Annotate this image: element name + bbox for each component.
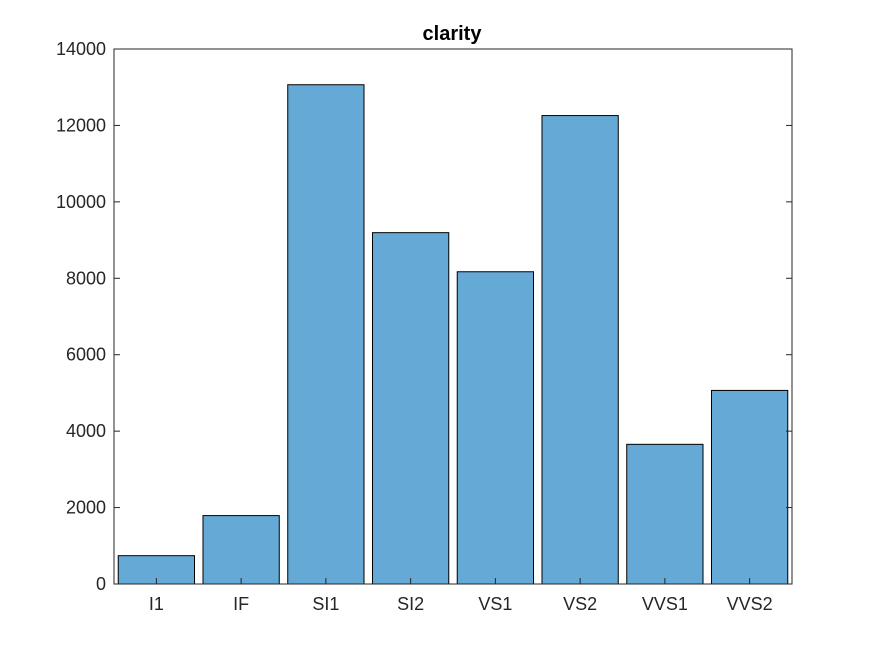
bar-vs1 xyxy=(456,271,535,585)
bar-vvs2 xyxy=(710,389,789,585)
bars-group xyxy=(117,84,789,585)
y-tick-label: 4000 xyxy=(66,421,106,441)
x-tick-label: SI1 xyxy=(312,594,339,614)
bar-if xyxy=(202,515,280,585)
x-axis-ticks: I1 IF SI1 SI2 VS1 VS2 VVS1 VVS2 xyxy=(149,578,773,614)
chart-title: clarity xyxy=(423,23,483,45)
bar-si1 xyxy=(287,84,365,585)
y-tick-label: 14000 xyxy=(56,39,106,59)
bar-vvs1 xyxy=(626,443,704,585)
y-tick-label: 12000 xyxy=(56,115,106,135)
y-tick-label: 0 xyxy=(96,574,106,594)
plot-frame xyxy=(113,48,793,585)
bar-vs2 xyxy=(541,115,619,585)
x-tick-label: I1 xyxy=(149,594,164,614)
x-tick-label: VS2 xyxy=(563,594,597,614)
y-tick-label: 10000 xyxy=(56,192,106,212)
x-tick-label: IF xyxy=(233,594,249,614)
y-tick-label: 2000 xyxy=(66,498,106,518)
y-axis-ticks: 0 2000 4000 6000 8000 10000 12000 14000 xyxy=(56,39,792,594)
x-tick-label: VS1 xyxy=(478,594,512,614)
bar-si2 xyxy=(371,232,450,585)
x-tick-label: VVS1 xyxy=(642,594,688,614)
x-tick-label: SI2 xyxy=(397,594,424,614)
y-tick-label: 6000 xyxy=(66,345,106,365)
x-tick-label: VVS2 xyxy=(727,594,773,614)
y-tick-label: 8000 xyxy=(66,268,106,288)
